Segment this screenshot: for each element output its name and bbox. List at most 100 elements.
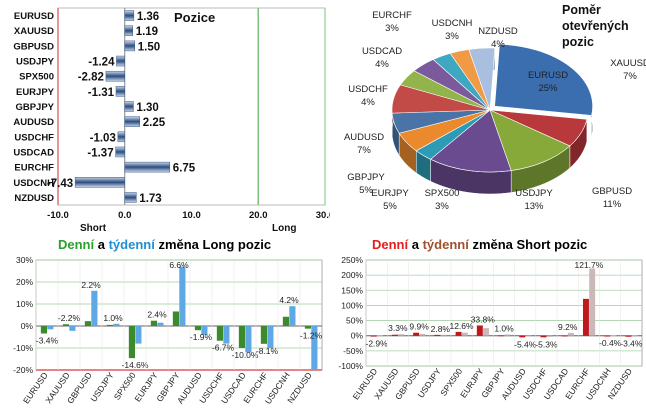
- value-label: -1.31: [88, 87, 115, 99]
- pie-label-name: GBPUSD: [592, 186, 632, 197]
- bar: [84, 321, 91, 326]
- bar: [413, 332, 420, 336]
- bar: [419, 333, 426, 336]
- category-label: SPX500: [19, 72, 54, 83]
- x-tick-label: 30.0: [316, 210, 330, 221]
- bar: [434, 334, 441, 336]
- pie-label-name: AUDUSD: [344, 132, 384, 143]
- positions-chart: EURUSD 1.36 XAUUSD 1.19 GBPUSD 1.50 USDJPY -1.2…: [13, 7, 330, 234]
- x-tick-label: 0.0: [118, 210, 131, 221]
- bar: [289, 306, 296, 326]
- bar: [216, 326, 223, 341]
- bar: [124, 25, 133, 36]
- bar: [498, 335, 504, 337]
- pie-label-value: 3%: [435, 201, 449, 212]
- category-label: GBPUSD: [13, 41, 54, 52]
- bar: [525, 335, 532, 337]
- value-label: -1.03: [90, 132, 116, 144]
- bar: [115, 146, 125, 158]
- pie-label-name: GBPJPY: [347, 172, 385, 183]
- category-label: GBPJPY: [15, 102, 54, 113]
- category-label: XAUUSD: [14, 26, 54, 37]
- short-label: Short: [80, 223, 107, 234]
- pie-slice: [430, 109, 512, 173]
- bar: [567, 332, 574, 336]
- category-label: EURJPY: [16, 87, 55, 98]
- bar: [124, 101, 134, 112]
- short-title-part-3: změna Short pozic: [468, 237, 588, 252]
- bar: [124, 40, 136, 52]
- y-tick-label: 0%: [21, 321, 34, 331]
- short-change-title: Denní a týdenní změna Short pozic: [372, 237, 587, 252]
- pie-label-name: USDCHF: [348, 84, 388, 95]
- bar: [124, 116, 141, 127]
- bar: [194, 326, 201, 331]
- bar: [625, 335, 632, 337]
- bar: [179, 266, 186, 326]
- bar: [370, 335, 377, 337]
- bar: [631, 335, 638, 336]
- x-tick-label: 20.0: [249, 210, 268, 221]
- pie-slice: [494, 43, 593, 116]
- chart-title: Pozice: [174, 10, 215, 25]
- bar: [476, 325, 483, 336]
- pie-label-value: 4%: [375, 59, 389, 70]
- bar: [304, 326, 311, 329]
- value-label: 1.73: [139, 193, 161, 205]
- open-positions-pie-chart: EURUSD 25% XAUUSD 7% GBPUSD 11% USDJPY 13% SPX50…: [344, 3, 646, 212]
- pie-label-value: 7%: [623, 71, 637, 82]
- value-label: -1.9%: [190, 332, 213, 342]
- category-label: NZDUSD: [14, 193, 54, 204]
- value-label: 1.0%: [494, 324, 514, 334]
- bar: [610, 335, 617, 337]
- pie-label-name: USDCAD: [362, 46, 402, 57]
- value-label: -3.4%: [36, 335, 59, 345]
- y-tick-label: 0%: [351, 331, 364, 341]
- value-label: 9.9%: [409, 322, 429, 332]
- value-label: 1.30: [136, 102, 158, 114]
- bar: [398, 334, 405, 336]
- value-label: 1.50: [138, 41, 160, 53]
- plot-area: [57, 7, 326, 206]
- pie-label-name: NZDUSD: [478, 26, 518, 37]
- short-change-chart: 250%200%150%100%50%0%-50%-100%-2.9%EURUS…: [338, 255, 643, 402]
- value-label: -1.24: [88, 57, 115, 69]
- category-label: USDCAD: [13, 147, 54, 158]
- long-change-chart: 30%20%10%0%-10%-20%-3.4%EURUSD-2.2%XAUUS…: [13, 255, 323, 406]
- bar: [106, 324, 113, 326]
- pie-label-name: USDCNH: [432, 18, 473, 29]
- y-tick-label: 150%: [341, 285, 363, 295]
- bar: [128, 326, 135, 359]
- value-label: -14.6%: [122, 360, 149, 370]
- value-label: 2.25: [143, 117, 166, 129]
- y-tick-label: 20%: [16, 277, 33, 287]
- bar: [172, 311, 179, 326]
- bar: [135, 326, 142, 344]
- value-label: 6.75: [173, 163, 196, 175]
- bar: [455, 331, 462, 336]
- value-label: -1.37: [87, 147, 113, 159]
- bar: [589, 268, 596, 336]
- value-label: -2.2%: [58, 313, 81, 323]
- value-label: 12.6%: [449, 321, 474, 331]
- x-tick-label: 10.0: [182, 210, 201, 221]
- bar: [282, 316, 289, 326]
- plot-area: [365, 259, 643, 367]
- y-tick-label: -50%: [343, 346, 363, 356]
- value-label: 1.19: [136, 26, 158, 38]
- bar: [238, 326, 245, 348]
- bar: [201, 326, 208, 335]
- pie-label-value: 25%: [538, 83, 558, 94]
- value-label: 6.6%: [169, 260, 189, 270]
- bar: [116, 55, 125, 67]
- bar: [124, 192, 137, 203]
- bar: [519, 335, 526, 338]
- pie-label-name: SPX500: [425, 188, 460, 199]
- y-tick-label: 200%: [341, 270, 363, 280]
- bar: [376, 335, 383, 336]
- value-label: -1.2%: [300, 331, 323, 341]
- pie-label-value: 13%: [524, 201, 544, 212]
- value-label: 1.36: [137, 11, 159, 23]
- bar: [157, 322, 164, 326]
- pie-label-name: EURCHF: [372, 10, 412, 21]
